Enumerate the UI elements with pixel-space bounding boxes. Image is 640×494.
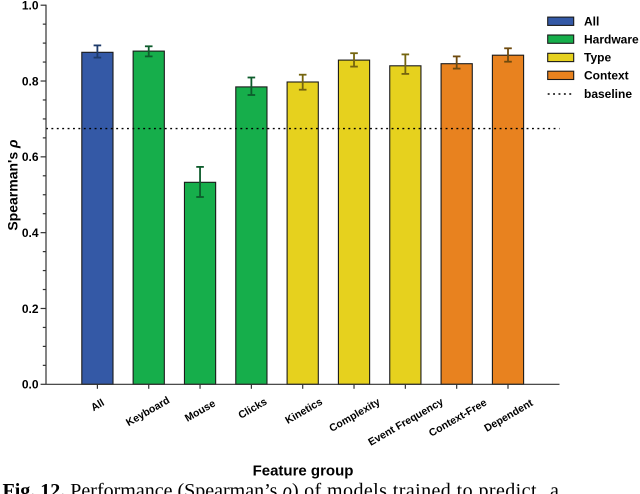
svg-text:Dependent: Dependent [482, 397, 535, 435]
svg-text:Type: Type [584, 51, 611, 65]
svg-text:0.6: 0.6 [22, 150, 39, 164]
svg-text:1.0: 1.0 [22, 0, 39, 13]
svg-text:0.8: 0.8 [22, 74, 39, 88]
svg-text:Keyboard: Keyboard [124, 394, 172, 429]
svg-text:Kinetics: Kinetics [283, 396, 325, 427]
svg-text:Feature group: Feature group [253, 462, 354, 479]
svg-text:0.2: 0.2 [22, 302, 39, 316]
svg-text:0.4: 0.4 [22, 226, 39, 240]
svg-text:0.0: 0.0 [22, 378, 39, 392]
svg-text:Mouse: Mouse [183, 398, 218, 425]
svg-text:Hardware: Hardware [584, 32, 639, 46]
svg-text:Context: Context [584, 69, 629, 83]
svg-text:All: All [584, 15, 599, 29]
svg-text:All: All [89, 397, 107, 414]
svg-text:baseline: baseline [584, 87, 632, 101]
svg-text:Complexity: Complexity [327, 396, 382, 435]
svg-text:Spearman's ρ: Spearman's ρ [5, 139, 21, 231]
svg-text:Clicks: Clicks [236, 396, 269, 422]
